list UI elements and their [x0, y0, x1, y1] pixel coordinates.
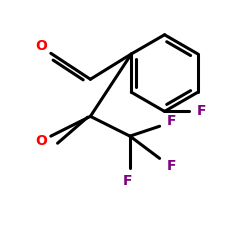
Text: O: O [35, 39, 47, 53]
Text: F: F [167, 114, 177, 128]
Text: F: F [167, 159, 177, 173]
Text: F: F [123, 174, 132, 188]
Text: O: O [35, 134, 47, 148]
Text: F: F [197, 104, 206, 118]
